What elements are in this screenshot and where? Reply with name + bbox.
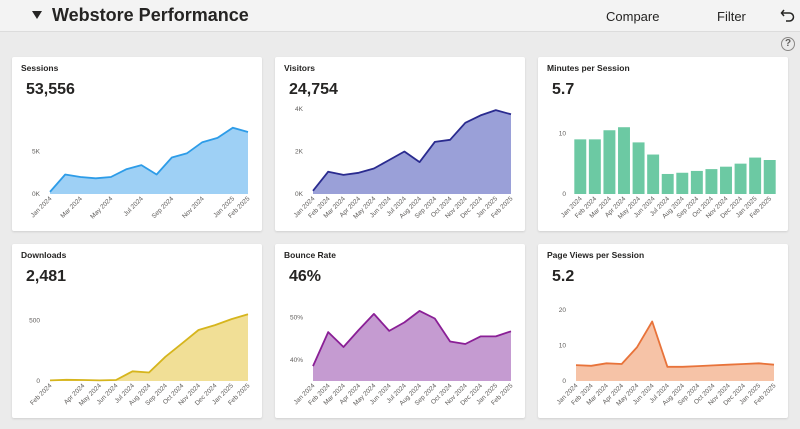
page-title: Webstore Performance <box>52 5 249 25</box>
y-tick-label: 5K <box>32 149 41 156</box>
x-tick-label: Mar 2024 <box>60 195 85 220</box>
y-tick-label: 0K <box>32 191 41 198</box>
y-tick-label: 40% <box>290 357 303 364</box>
card-value: 53,556 <box>26 81 75 98</box>
card-value: 2,481 <box>26 268 67 285</box>
card-title: Sessions <box>21 63 59 73</box>
bar[interactable] <box>734 163 747 194</box>
bar[interactable] <box>720 166 732 194</box>
compare-button[interactable]: Compare <box>606 9 660 24</box>
bar[interactable] <box>749 157 762 194</box>
y-tick-label: 0K <box>295 191 304 198</box>
y-tick-label: 10 <box>559 130 567 137</box>
bar[interactable] <box>618 127 630 194</box>
series-line[interactable] <box>49 313 249 382</box>
y-tick-label: 500 <box>29 317 40 324</box>
series-area <box>50 127 248 194</box>
bounce-rate-card[interactable]: Bounce Rate 46% 40% 50% Jan 2024 Feb 2024 Ma… <box>275 244 525 418</box>
y-tick-label: 2K <box>295 149 304 156</box>
x-tick-label: May 2024 <box>89 195 114 220</box>
x-tick-label: Jan 2024 <box>30 195 54 219</box>
x-tick-label: Feb 2024 <box>29 382 54 407</box>
series-area <box>313 310 511 381</box>
y-tick-label: 10 <box>559 343 567 350</box>
visitors-card[interactable]: Visitors 24,754 0K 2K 4K Jan 2024 Feb 2024 Ma… <box>275 57 525 231</box>
y-tick-label: 0 <box>562 378 566 385</box>
caret-down-icon[interactable] <box>32 11 42 19</box>
card-title: Bounce Rate <box>284 250 336 260</box>
undo-icon[interactable] <box>780 7 796 23</box>
help-icon[interactable]: ? <box>781 37 795 51</box>
minutes-per-session-card[interactable]: Minutes per Session 5.7 0 10 Jan 2024 Feb 2… <box>538 57 788 231</box>
series-line[interactable] <box>312 109 512 192</box>
sessions-card[interactable]: Sessions 53,556 0K 5K Jan 2024 Mar 2024 May … <box>12 57 262 231</box>
bar[interactable] <box>661 173 674 194</box>
y-tick-label: 50% <box>290 314 303 321</box>
card-value: 24,754 <box>289 81 338 98</box>
x-tick-label: Jul 2024 <box>122 195 145 218</box>
bar[interactable] <box>632 142 645 194</box>
bar[interactable] <box>603 130 616 194</box>
series-area <box>313 110 511 194</box>
card-title: Page Views per Session <box>547 250 645 260</box>
y-tick-label: 0 <box>36 378 40 385</box>
bar[interactable] <box>647 154 660 194</box>
bar[interactable] <box>763 160 776 194</box>
page-views-per-session-card[interactable]: Page Views per Session 5.2 0 10 20 Jan 2024… <box>538 244 788 418</box>
series-line[interactable] <box>312 310 512 367</box>
sessions-chart: 0K 5K Jan 2024 Mar 2024 May 2024 Jul 2024 Sep … <box>30 126 252 221</box>
series-line[interactable] <box>575 320 775 368</box>
x-tick-label: Sep 2024 <box>151 195 176 220</box>
card-value: 5.7 <box>552 81 575 98</box>
card-title: Minutes per Session <box>547 63 630 73</box>
y-tick-label: 0 <box>562 191 566 198</box>
bar[interactable] <box>574 139 587 194</box>
bar[interactable] <box>705 169 718 194</box>
series-line[interactable] <box>49 126 249 193</box>
report-header: Webstore Performance Compare Filter <box>0 0 800 32</box>
bar[interactable] <box>690 170 703 194</box>
y-tick-label: 20 <box>559 307 567 314</box>
downloads-card[interactable]: Downloads 2,481 0 500 Feb 2024 Apr 2024 May … <box>12 244 262 418</box>
bar[interactable] <box>588 139 601 194</box>
series-area <box>576 321 774 381</box>
card-value: 46% <box>289 268 322 285</box>
y-tick-label: 4K <box>295 106 304 113</box>
card-title: Visitors <box>284 63 316 73</box>
bar[interactable] <box>676 172 689 194</box>
x-tick-label: Nov 2024 <box>181 195 206 220</box>
card-value: 5.2 <box>552 268 575 285</box>
filter-button[interactable]: Filter <box>717 9 746 24</box>
card-title: Downloads <box>21 250 67 260</box>
